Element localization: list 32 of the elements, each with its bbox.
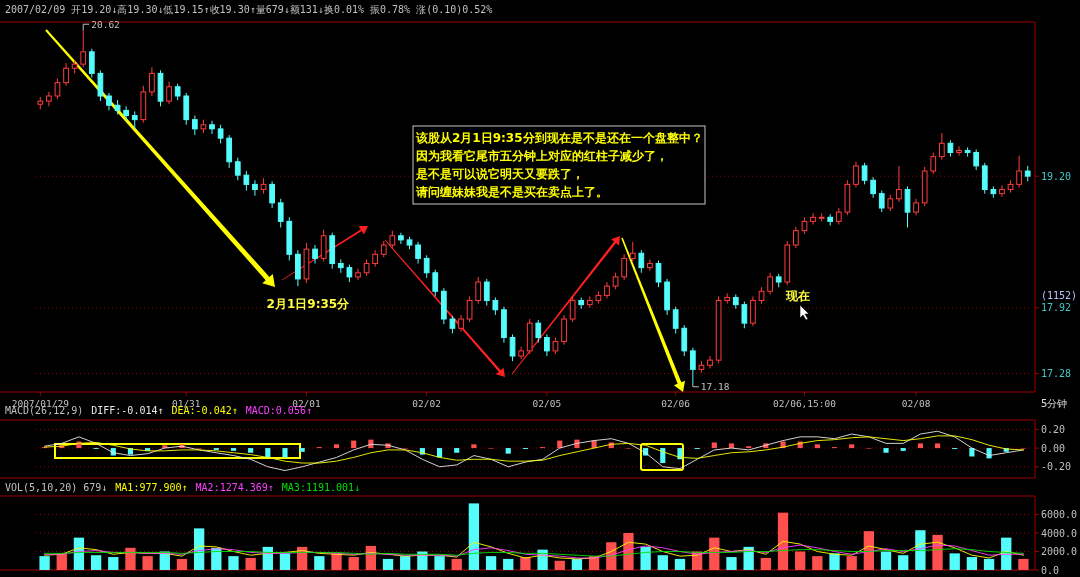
chart-subtitle: 2007/02/09 开19.20↓高19.30↓低19.15↑收19.30↑量679↓额131↓换0.01% 振0.78% 涨(0.10)0.52% (5, 4, 493, 15)
y-tick-label: -0.20 (1041, 461, 1072, 473)
text: MA1:977.900↑ (115, 482, 188, 493)
y-tick-label: 17.92 (1041, 302, 1072, 314)
y-tick-label: 6000.0 (1041, 509, 1078, 520)
annotation: 请问缠妹妹我是不是买在卖点上了。 (415, 185, 608, 199)
annotation: 17.18 (700, 381, 730, 393)
y-tick-label: 17.28 (1041, 368, 1072, 379)
text: DIFF:-0.014↑ (91, 405, 164, 416)
text: (1152) (1041, 290, 1078, 302)
x-tick-label: 02/06 (661, 398, 691, 409)
y-tick-label: 0.20 (1041, 423, 1066, 435)
annotation: 2月1日9:35分 (266, 297, 351, 312)
x-tick-label: 02/02 (412, 398, 441, 409)
y-tick-label: 0.0 (1041, 564, 1060, 576)
x-tick-label: 02/08 (901, 398, 931, 409)
x-tick-label: 02/05 (532, 398, 562, 409)
text: DEA:-0.042↑ (171, 405, 238, 416)
chart-title: VOL(5,10,20) 679↓ (5, 482, 108, 493)
annotation: 现在 (785, 289, 810, 303)
y-tick-label: 19.20 (1041, 170, 1072, 182)
x-tick-label: 02/06,15:00 (773, 398, 837, 409)
y-tick-label: 4000.0 (1041, 527, 1078, 539)
text: MA2:1274.369↑ (195, 482, 274, 493)
annotation: 是不是可以说它明天又要跌了， (415, 167, 584, 181)
annotation: 该股从2月1日9:35分到现在是不是还在一个盘整中？ (415, 131, 703, 145)
annotation: 20.62 (91, 18, 120, 30)
x-axis-title: 5分钟 (1041, 398, 1068, 409)
y-tick-label: 2000.0 (1041, 546, 1078, 557)
text: MA3:1191.001↓ (281, 482, 361, 493)
annotation: 因为我看它尾市五分钟上对应的红柱子减少了， (416, 149, 668, 163)
y-tick-label: 0.00 (1041, 442, 1066, 454)
